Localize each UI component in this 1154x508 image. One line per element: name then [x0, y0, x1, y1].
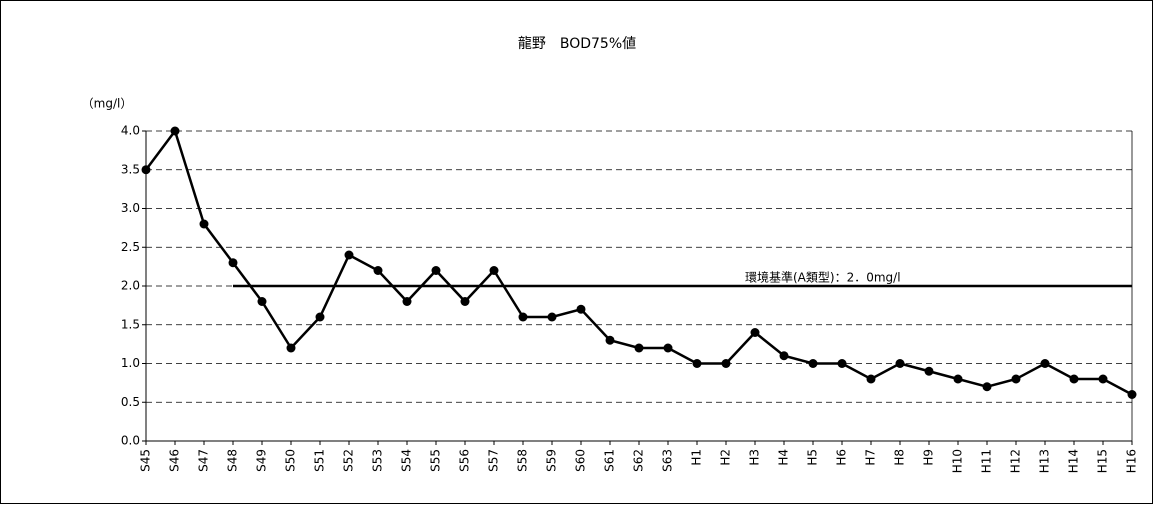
x-tick-label: S57: [487, 449, 501, 472]
x-tick-label: S56: [458, 449, 472, 472]
reference-label: 環境基準(A類型)：2．0mg/l: [745, 270, 901, 285]
data-point: [750, 328, 760, 337]
data-point: [605, 335, 615, 345]
data-point: [402, 297, 412, 306]
data-point: [518, 312, 528, 322]
x-tick-label: H7: [864, 449, 878, 466]
x-tick-label: S55: [429, 449, 443, 472]
y-tick-label: 0.5: [121, 395, 140, 409]
data-point: [170, 126, 180, 136]
x-tick-label: S63: [661, 449, 675, 472]
data-point: [953, 374, 963, 384]
x-tick-label: S61: [603, 449, 617, 472]
data-point: [1098, 374, 1108, 384]
x-tick-label: S52: [342, 449, 356, 472]
data-point: [315, 312, 325, 322]
x-tick-label: H2: [719, 449, 733, 466]
data-point: [431, 266, 441, 275]
x-tick-label: S47: [197, 449, 211, 472]
x-tick-label: S45: [139, 449, 153, 472]
x-tick-label: H10: [951, 449, 965, 473]
y-tick-label: 2.5: [121, 240, 140, 254]
data-point: [1127, 390, 1137, 399]
x-tick-label: H3: [748, 449, 762, 466]
y-tick-label: 2.0: [121, 279, 140, 293]
x-tick-label: H16: [1125, 449, 1139, 473]
data-point: [1040, 359, 1050, 368]
data-point: [199, 219, 209, 229]
y-tick-label: 0.0: [121, 434, 140, 448]
data-point: [866, 374, 876, 384]
data-point: [1011, 374, 1021, 384]
data-point: [982, 382, 992, 392]
data-point: [547, 312, 557, 322]
x-tick-label: S53: [371, 449, 385, 472]
data-point: [228, 258, 238, 268]
data-point: [460, 297, 470, 306]
x-tick-label: S48: [226, 449, 240, 472]
x-tick-label: H4: [777, 449, 791, 466]
x-tick-label: H5: [806, 449, 820, 466]
x-tick-label: S58: [516, 449, 530, 472]
x-tick-label: H6: [835, 449, 849, 466]
data-point: [141, 165, 151, 175]
y-tick-label: 1.5: [121, 317, 140, 331]
data-point: [373, 266, 383, 275]
data-point: [257, 297, 267, 306]
y-tick-label: 3.5: [121, 162, 140, 176]
x-tick-label: S60: [574, 449, 588, 472]
x-tick-label: S62: [632, 449, 646, 472]
data-point: [924, 366, 934, 376]
data-point: [489, 266, 499, 275]
data-point: [779, 351, 789, 361]
data-point: [286, 343, 296, 353]
data-point: [895, 359, 905, 368]
x-tick-label: S59: [545, 449, 559, 472]
y-tick-label: 1.0: [121, 356, 140, 370]
x-tick-label: H8: [893, 449, 907, 466]
x-tick-label: H1: [690, 449, 704, 466]
x-tick-label: H15: [1096, 449, 1110, 473]
chart-title: 龍野 BOD75%値: [518, 35, 636, 52]
data-point: [692, 359, 702, 368]
data-point: [808, 359, 818, 368]
x-tick-label: H14: [1067, 449, 1081, 473]
x-tick-label: S50: [284, 449, 298, 472]
data-point: [576, 304, 586, 314]
data-point: [634, 343, 644, 353]
data-point: [721, 359, 731, 368]
y-tick-label: 4.0: [121, 124, 140, 138]
x-tick-label: S51: [313, 449, 327, 472]
x-tick-label: S49: [255, 449, 269, 472]
data-point: [1069, 374, 1079, 384]
x-tick-label: S46: [168, 449, 182, 472]
x-tick-label: H13: [1038, 449, 1052, 473]
y-axis-label: （mg/l）: [82, 97, 133, 111]
data-point: [344, 250, 354, 260]
x-tick-label: S54: [400, 449, 414, 472]
y-tick-label: 3.0: [121, 201, 140, 215]
x-tick-label: H12: [1009, 449, 1023, 473]
data-point: [837, 359, 847, 368]
x-tick-label: H9: [922, 449, 936, 466]
x-tick-label: H11: [980, 449, 994, 473]
data-point: [663, 343, 673, 353]
